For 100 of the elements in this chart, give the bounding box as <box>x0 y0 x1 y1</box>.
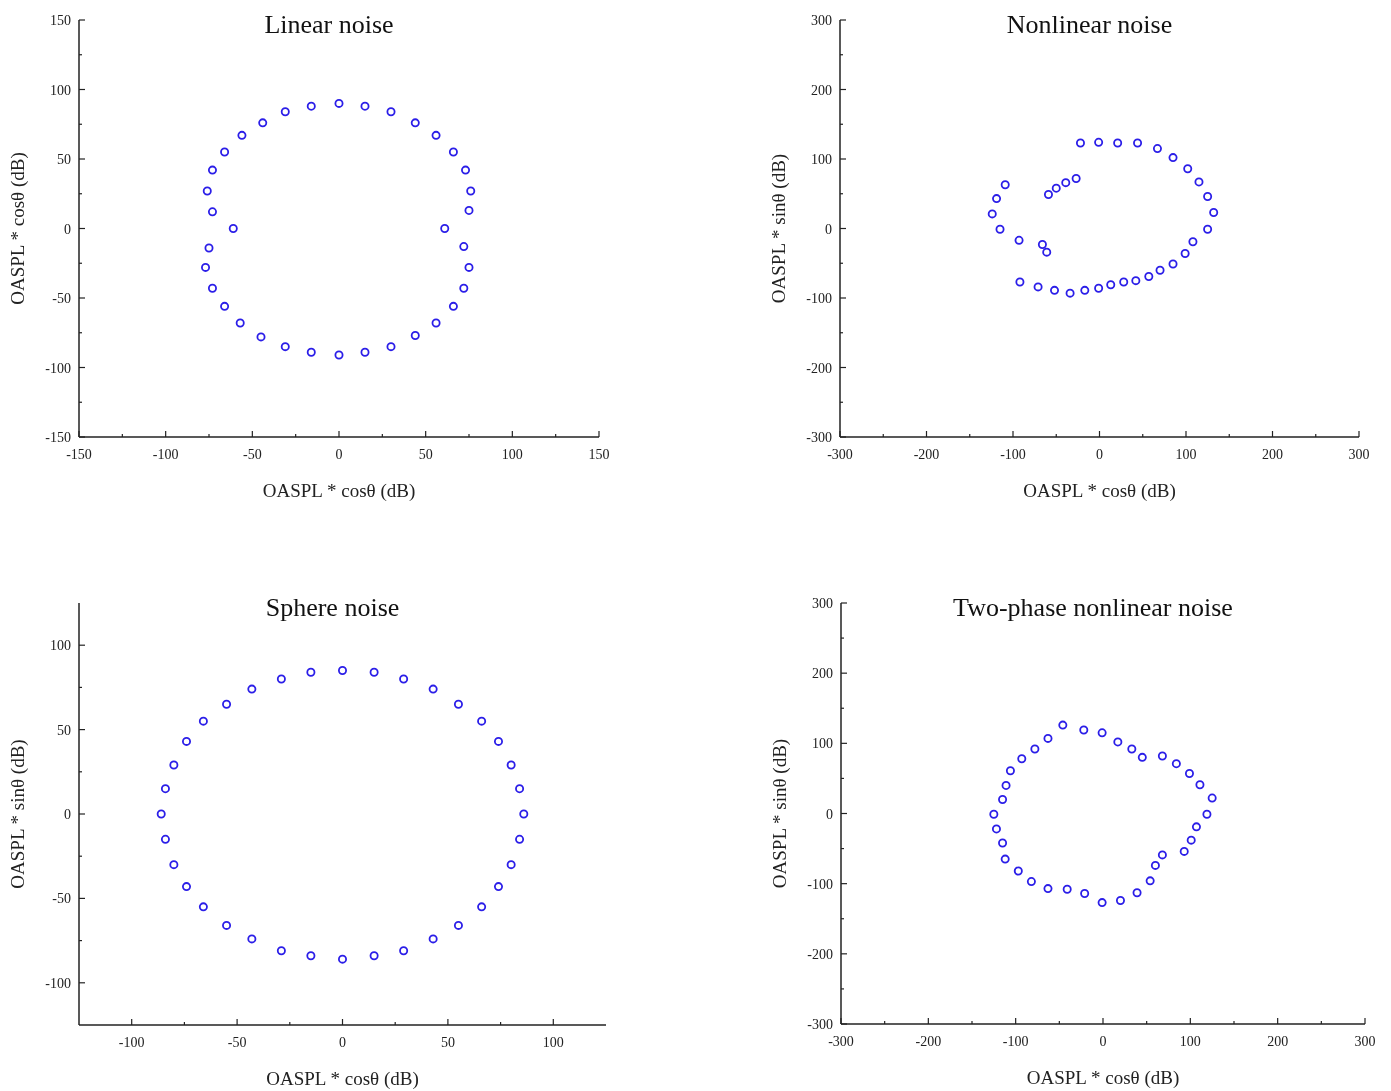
x-tick-label: -200 <box>915 1034 942 1049</box>
point <box>247 934 257 944</box>
point <box>222 699 232 709</box>
point <box>399 946 409 956</box>
point <box>1097 898 1107 908</box>
point <box>998 794 1008 804</box>
point <box>448 147 458 157</box>
point <box>461 165 471 175</box>
x-tick-label: 100 <box>542 1035 564 1050</box>
y-tick-label: -300 <box>806 430 832 445</box>
y-tick-label: 100 <box>812 736 833 752</box>
point <box>1132 888 1142 898</box>
point <box>1097 728 1107 738</box>
point <box>1137 752 1147 762</box>
x-tick-label: 0 <box>339 1035 346 1050</box>
point <box>198 716 208 726</box>
point <box>1207 793 1217 803</box>
point <box>247 684 257 694</box>
y-tick-label: -100 <box>806 291 832 306</box>
y-tick-label: 0 <box>825 221 832 237</box>
y-tick-label: 100 <box>50 82 71 98</box>
point <box>991 824 1001 834</box>
point <box>1061 178 1071 188</box>
point <box>160 834 170 844</box>
point <box>493 736 503 746</box>
point <box>448 301 458 311</box>
point <box>1094 283 1104 293</box>
point <box>477 902 487 912</box>
point <box>1015 277 1025 287</box>
point <box>987 209 997 219</box>
point <box>338 954 347 964</box>
point <box>256 332 266 342</box>
point <box>207 283 217 293</box>
point <box>220 147 230 157</box>
point <box>464 205 474 215</box>
x-tick-label: 200 <box>1267 1034 1289 1049</box>
point <box>1191 822 1201 832</box>
point <box>1119 277 1129 287</box>
x-tick-label: -100 <box>1002 1034 1029 1049</box>
point <box>1094 137 1104 147</box>
x-tick-label: 0 <box>1096 447 1103 462</box>
point <box>459 242 469 252</box>
point <box>1179 846 1189 856</box>
point <box>1033 282 1043 292</box>
y-tick-label: 50 <box>57 722 71 738</box>
point <box>201 262 211 272</box>
point <box>228 224 238 233</box>
y-tick-label: -100 <box>45 360 71 376</box>
point <box>338 666 347 676</box>
point <box>1037 239 1047 249</box>
point <box>1000 180 1010 190</box>
y-tick-label: -200 <box>807 946 833 962</box>
point <box>1194 177 1204 187</box>
point <box>306 347 316 357</box>
point <box>360 347 370 357</box>
point <box>1080 285 1090 295</box>
point <box>1150 860 1160 870</box>
point <box>169 860 179 870</box>
point <box>334 98 344 108</box>
point <box>235 318 245 328</box>
point <box>258 118 268 128</box>
point <box>207 165 217 175</box>
point <box>1133 138 1143 148</box>
point <box>1080 888 1090 898</box>
chart-title: Linear noise <box>264 10 394 39</box>
y-tick-label: 200 <box>812 666 833 682</box>
point <box>198 902 208 912</box>
x-axis-title: OASPL * cosθ (dB) <box>266 1068 419 1090</box>
point <box>506 860 516 870</box>
point <box>1202 809 1212 819</box>
y-tick-label: 0 <box>826 806 833 822</box>
point <box>1075 138 1085 148</box>
y-tick-label: 200 <box>811 82 832 98</box>
y-axis-title: OASPL * sinθ (dB) <box>7 739 29 889</box>
point <box>1203 192 1213 202</box>
point <box>506 760 516 770</box>
x-tick-label: 150 <box>588 447 610 462</box>
x-tick-label: -50 <box>227 1035 247 1050</box>
x-axis-title: OASPL * cosθ (dB) <box>1026 1067 1180 1089</box>
point <box>306 951 316 961</box>
point <box>182 736 192 746</box>
point <box>1155 265 1165 275</box>
point <box>1043 884 1053 894</box>
point <box>464 262 474 272</box>
x-tick-label: -100 <box>1000 447 1026 462</box>
point <box>306 101 316 111</box>
point <box>1051 183 1061 193</box>
x-tick-label: 50 <box>440 1035 455 1050</box>
y-tick-label: 100 <box>811 152 832 167</box>
y-tick-label: -150 <box>45 430 71 445</box>
point <box>995 224 1005 234</box>
point <box>306 667 316 677</box>
point <box>1014 235 1024 245</box>
y-tick-label: 100 <box>50 638 71 654</box>
point <box>1013 866 1023 876</box>
point <box>1183 164 1193 174</box>
x-tick-label: 50 <box>418 447 433 462</box>
point <box>453 699 463 709</box>
point <box>992 194 1002 204</box>
point <box>280 107 290 117</box>
